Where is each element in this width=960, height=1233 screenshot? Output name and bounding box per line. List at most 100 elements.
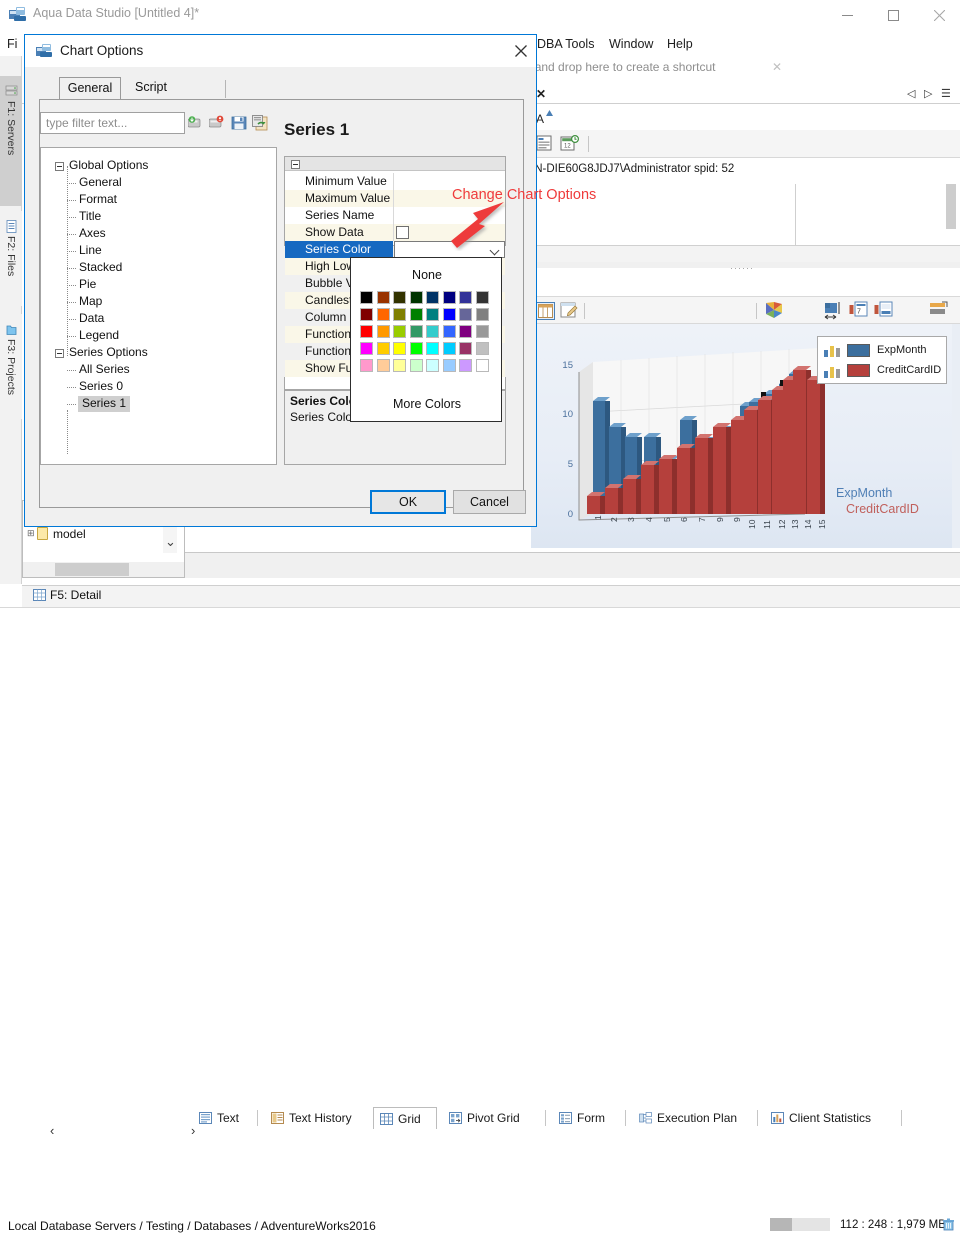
property-row-minimum-value[interactable]: Minimum Value: [285, 173, 505, 190]
chart-type-icon[interactable]: [765, 301, 783, 319]
tab-execution-plan[interactable]: Execution Plan: [633, 1107, 753, 1129]
legend-item-creditcardid[interactable]: CreditCardID: [818, 360, 946, 380]
tab-text[interactable]: Text: [193, 1107, 256, 1129]
sidebar-item-servers[interactable]: F1: Servers: [0, 76, 22, 206]
grid-vertical-scrollbar[interactable]: [946, 184, 956, 229]
color-swatch-17[interactable]: [376, 325, 390, 338]
property-value[interactable]: [393, 207, 505, 224]
color-swatch-22[interactable]: [459, 325, 472, 338]
close-button[interactable]: [916, 0, 960, 30]
property-group-expander[interactable]: [291, 160, 300, 169]
color-swatch-39[interactable]: [475, 359, 489, 372]
show-data-labels-checkbox[interactable]: [396, 226, 409, 239]
color-swatch-6[interactable]: [459, 291, 472, 304]
export-icon[interactable]: [209, 115, 226, 131]
color-swatch-36[interactable]: [426, 359, 439, 372]
tree-node-global-options[interactable]: Global Options: [69, 158, 148, 174]
dialog-close-button[interactable]: [511, 41, 531, 61]
color-swatch-29[interactable]: [442, 342, 456, 355]
color-swatch-24[interactable]: [360, 342, 373, 355]
trash-icon[interactable]: [942, 1218, 955, 1231]
tab-grid[interactable]: Grid: [373, 1107, 437, 1129]
tree-node-format[interactable]: Format: [79, 192, 117, 208]
tab-text-history[interactable]: Text History: [265, 1107, 371, 1129]
ok-button[interactable]: OK: [370, 490, 446, 514]
color-swatch-7[interactable]: [475, 291, 489, 304]
chart-canvas[interactable]: 15 10 5 0: [531, 324, 959, 548]
chart-legend[interactable]: ExpMonth CreditCardID: [817, 336, 947, 384]
menu-window[interactable]: Window: [609, 37, 654, 51]
cancel-button[interactable]: Cancel: [453, 490, 526, 514]
property-value[interactable]: [393, 173, 505, 190]
tab-general[interactable]: General: [59, 77, 121, 100]
legend-item-expmonth[interactable]: ExpMonth: [818, 340, 946, 360]
chart-data-labels-icon[interactable]: 7: [849, 301, 868, 319]
import-icon[interactable]: [188, 115, 205, 131]
tab-form[interactable]: Form: [553, 1107, 621, 1129]
expander-global-options[interactable]: [55, 162, 64, 171]
tab-script[interactable]: Script: [135, 80, 167, 94]
tree-item-model[interactable]: ⊞ model: [23, 525, 184, 542]
tree-node-line[interactable]: Line: [79, 243, 102, 259]
execute-scheduled-icon[interactable]: 12: [560, 135, 579, 152]
expander-series-options[interactable]: [55, 349, 64, 358]
property-row-column-slope[interactable]: Column Sl: [285, 309, 505, 326]
color-swatch-26[interactable]: [393, 342, 406, 355]
chart-legend-icon[interactable]: [874, 301, 893, 319]
execute-script-icon[interactable]: [536, 135, 553, 152]
color-swatch-19[interactable]: [409, 325, 423, 338]
color-swatch-37[interactable]: [442, 359, 456, 372]
more-colors-option[interactable]: More Colors: [392, 397, 462, 411]
color-swatch-13[interactable]: [442, 308, 456, 321]
editor-tab-close-icon[interactable]: ✕: [536, 87, 547, 101]
color-swatch-28[interactable]: [426, 342, 439, 355]
color-swatch-3[interactable]: [409, 291, 423, 304]
shortcut-close-icon[interactable]: ✕: [772, 60, 783, 74]
tree-node-all-series[interactable]: All Series: [79, 362, 130, 378]
color-swatch-18[interactable]: [393, 325, 406, 338]
color-swatch-20[interactable]: [426, 325, 439, 338]
color-swatch-27[interactable]: [409, 342, 423, 355]
color-swatch-5[interactable]: [442, 291, 456, 304]
sidebar-item-projects[interactable]: F3: Projects: [0, 314, 22, 419]
tab-pivot-grid[interactable]: Pivot Grid: [443, 1107, 543, 1129]
tree-hscroll-thumb[interactable]: [55, 563, 129, 576]
property-row-maximum-value[interactable]: Maximum Value: [285, 190, 505, 207]
expander-icon-2[interactable]: ⊞: [27, 528, 35, 538]
color-swatch-10[interactable]: [393, 308, 406, 321]
menu-dba-tools[interactable]: DBA Tools: [537, 37, 595, 51]
tab-nav-prev-icon[interactable]: ◁: [907, 88, 916, 100]
color-swatch-30[interactable]: [459, 342, 472, 355]
color-swatch-21[interactable]: [442, 325, 456, 338]
color-swatch-12[interactable]: [426, 308, 439, 321]
color-swatch-25[interactable]: [376, 342, 390, 355]
tree-node-legend[interactable]: Legend: [79, 328, 119, 344]
tab-list-icon[interactable]: ☰: [941, 88, 951, 100]
result-grid[interactable]: [531, 184, 960, 246]
tree-node-data[interactable]: Data: [79, 311, 104, 327]
color-swatch-2[interactable]: [393, 291, 406, 304]
tab-client-statistics[interactable]: Client Statistics: [765, 1107, 893, 1129]
grid-column-separator[interactable]: [795, 184, 796, 246]
color-swatch-31[interactable]: [475, 342, 489, 355]
save-icon[interactable]: [231, 115, 248, 131]
options-tree[interactable]: Global Options General Format Title Axes…: [40, 147, 277, 465]
color-swatch-38[interactable]: [459, 359, 472, 372]
color-swatch-4[interactable]: [426, 291, 439, 304]
color-swatch-35[interactable]: [409, 359, 423, 372]
property-value[interactable]: [393, 224, 505, 241]
minimize-button[interactable]: [824, 0, 870, 30]
chart-splitter[interactable]: [531, 262, 960, 268]
menu-help[interactable]: Help: [667, 37, 693, 51]
tree-node-series-1[interactable]: Series 1: [78, 396, 131, 412]
color-swatch-grid[interactable]: [360, 291, 492, 376]
tree-node-series-0[interactable]: Series 0: [79, 379, 123, 395]
sidebar-item-files[interactable]: F2: Files: [0, 211, 22, 306]
tree-node-axes[interactable]: Axes: [79, 226, 106, 242]
color-swatch-23[interactable]: [475, 325, 489, 338]
chart-maximize-icon[interactable]: [929, 301, 948, 319]
tree-node-pie[interactable]: Pie: [79, 277, 96, 293]
tab-nav-next-icon[interactable]: ▷: [924, 88, 933, 100]
color-none-option[interactable]: None: [412, 268, 442, 282]
tree-node-map[interactable]: Map: [79, 294, 102, 310]
